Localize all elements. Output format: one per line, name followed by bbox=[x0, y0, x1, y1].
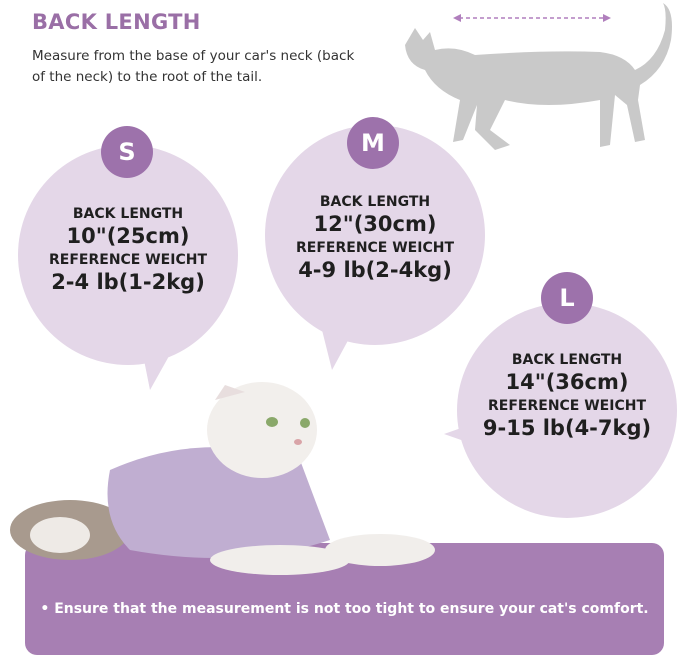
size-badge-l: L bbox=[541, 272, 593, 324]
back-length-label: BACK LENGTH bbox=[319, 194, 431, 210]
size-bubble-m: BACK LENGTH 12"(30cm) REFERENCE WEICHT 4… bbox=[265, 125, 485, 345]
measure-description: Measure from the base of your car's neck… bbox=[32, 48, 355, 85]
weight-label: REFERENCE WEICHT bbox=[296, 240, 454, 256]
size-bubble-l: BACK LENGTH 14"(36cm) REFERENCE WEICHT 9… bbox=[457, 303, 677, 518]
cat-photo bbox=[10, 382, 435, 575]
size-badge-m: M bbox=[347, 117, 399, 169]
weight-label: REFERENCE WEICHT bbox=[488, 398, 646, 414]
cat-silhouette-icon bbox=[405, 3, 672, 150]
back-length-value: 14"(36cm) bbox=[505, 370, 629, 394]
measure-arrow-icon bbox=[453, 14, 611, 22]
weight-value: 4-9 lb(2-4kg) bbox=[298, 258, 452, 282]
footer-note: • Ensure that the measurement is not too… bbox=[40, 601, 649, 617]
weight-value: 9-15 lb(4-7kg) bbox=[482, 416, 652, 440]
weight-label: REFERENCE WEICHT bbox=[49, 252, 207, 268]
page-title: BACK LENGTH bbox=[32, 10, 201, 34]
size-badge-s: S bbox=[101, 126, 153, 178]
back-length-value: 12"(30cm) bbox=[313, 212, 437, 236]
weight-value: 2-4 lb(1-2kg) bbox=[51, 270, 205, 294]
back-length-value: 10"(25cm) bbox=[66, 224, 190, 248]
back-length-label: BACK LENGTH bbox=[511, 352, 623, 368]
size-bubble-s: BACK LENGTH 10"(25cm) REFERENCE WEICHT 2… bbox=[18, 145, 238, 365]
back-length-label: BACK LENGTH bbox=[72, 206, 184, 222]
